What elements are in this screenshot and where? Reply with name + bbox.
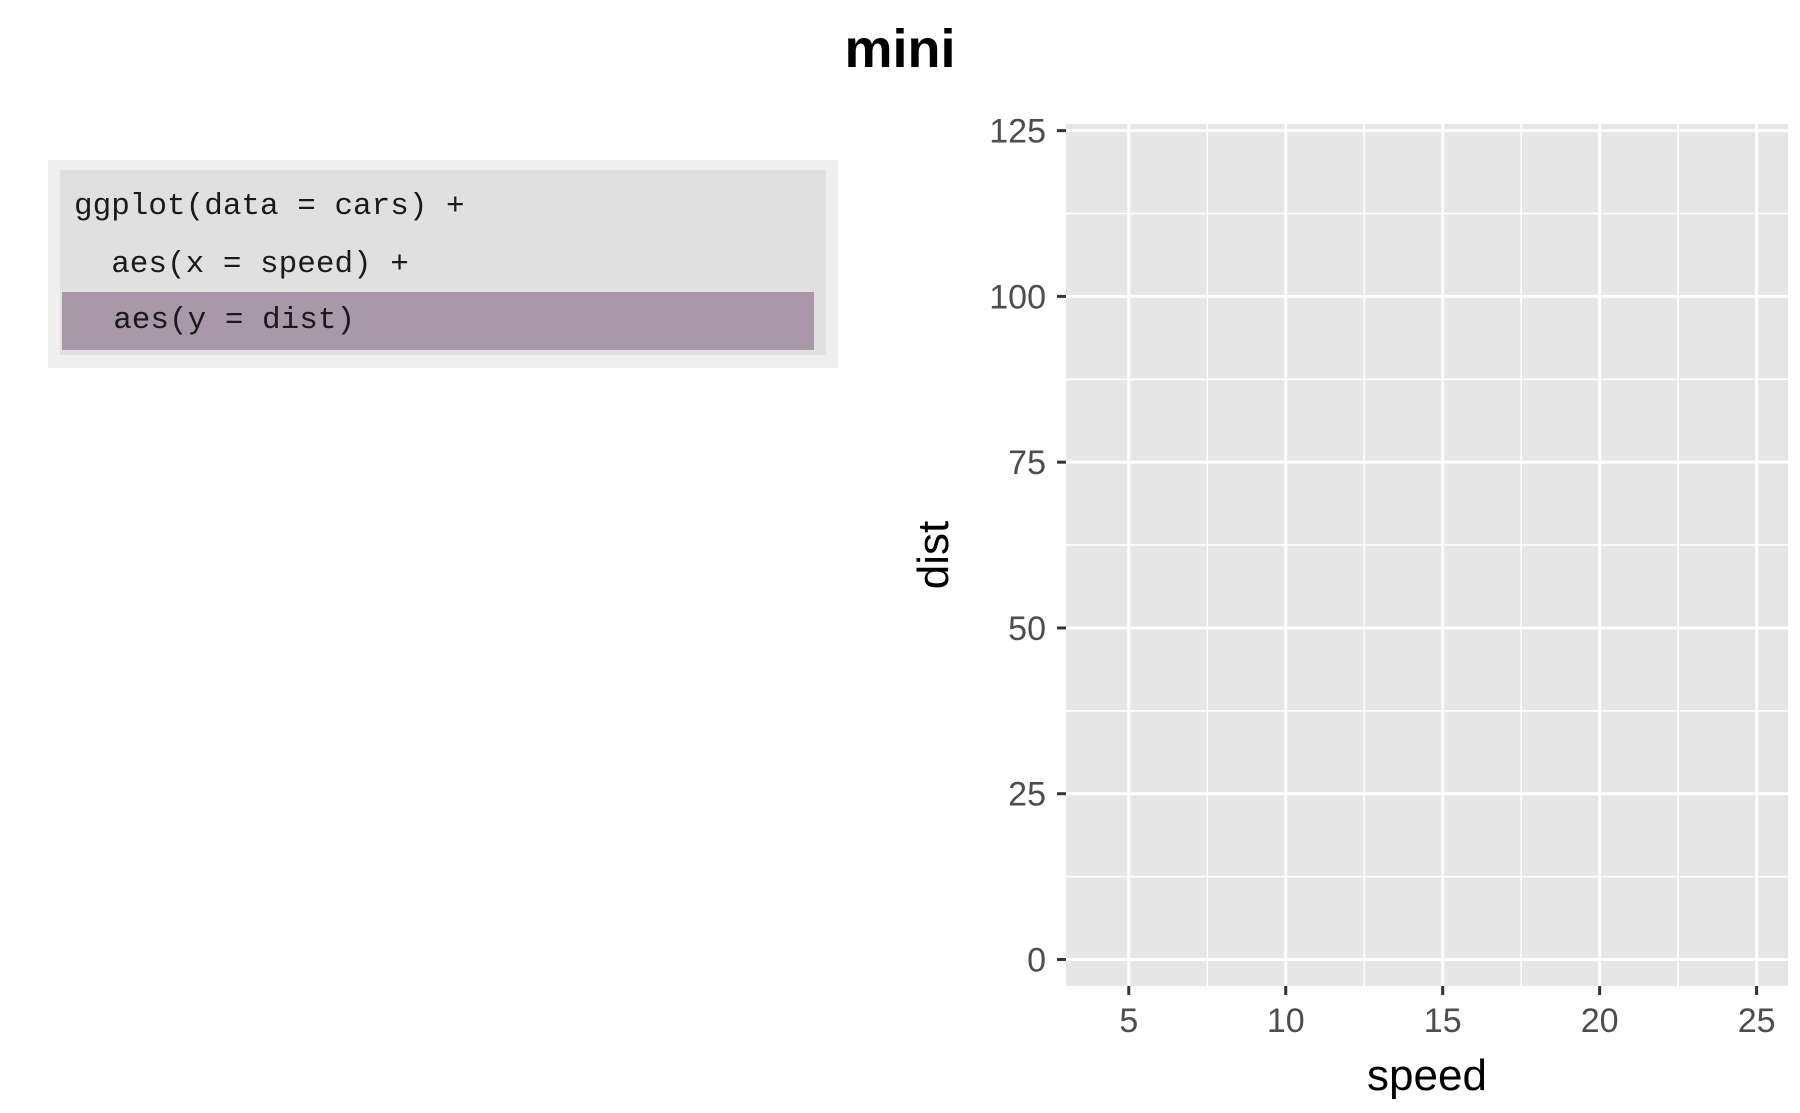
plot-panel: [1066, 124, 1788, 986]
code-block: ggplot(data = cars) + aes(x = speed) + a…: [60, 170, 826, 355]
x-tick-label: 20: [1581, 1002, 1619, 1040]
y-tick-label: 0: [1027, 941, 1046, 979]
y-tick-label: 125: [989, 113, 1046, 151]
y-tick-label: 100: [989, 278, 1046, 316]
x-axis-title: speed: [1367, 1051, 1487, 1100]
y-tick-label: 50: [1008, 610, 1046, 648]
code-line-aes-y-highlighted: aes(y = dist): [62, 292, 814, 350]
x-tick-label: 15: [1424, 1002, 1462, 1040]
chart-title: mini: [844, 19, 956, 79]
x-tick-label: 25: [1738, 1002, 1776, 1040]
y-tick-label: 75: [1008, 444, 1046, 482]
y-tick-label: 25: [1008, 776, 1046, 814]
x-tick-label: 10: [1267, 1002, 1305, 1040]
code-line-ggplot: ggplot(data = cars) +: [74, 189, 465, 224]
x-tick-label: 5: [1119, 1002, 1138, 1040]
y-axis-title: dist: [909, 521, 958, 589]
code-panel: ggplot(data = cars) + aes(x = speed) + a…: [48, 160, 838, 368]
code-line-aes-x: aes(x = speed) +: [74, 247, 409, 282]
